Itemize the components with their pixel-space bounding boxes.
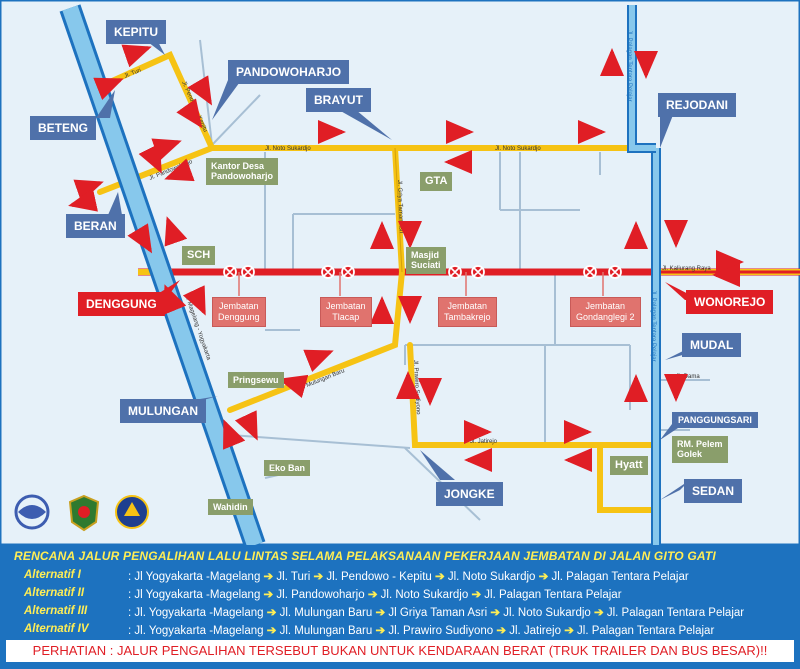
alternative-row: Alternatif IV : Jl. Yogyakarta -Magelang… [0,623,800,641]
direction-arrows [68,44,744,472]
label-panggungsari: PANGGUNGSARI [672,412,758,428]
alternative-route: : Jl. Yogyakarta -Magelang ➔ Jl. Mulunga… [128,625,715,637]
bridge-gondanglegi: Jembatan Gondanglegi 2 [570,297,641,327]
svg-text:Jl. Palagan Tentara Pelajar: Jl. Palagan Tentara Pelajar [626,30,632,102]
label-mudal: MUDAL [682,333,742,357]
svg-text:Jl. Palagan Tentara Pelajar: Jl. Palagan Tentara Pelajar [650,290,656,362]
label-beteng: BETENG [30,116,97,140]
svg-text:Jl. Noto Sukardjo: Jl. Noto Sukardjo [495,146,541,152]
alternative-route: : Jl. Yogyakarta -Magelang ➔ Jl. Mulunga… [128,607,745,619]
label-pandowoharjo: PANDOWOHARJO [228,60,350,84]
landmark-pringsewu: Pringsewu [228,372,284,389]
warning-banner: PERHATIAN : JALUR PENGALIHAN TERSEBUT BU… [6,640,794,662]
label-brayut: BRAYUT [306,88,371,112]
svg-text:Jl. Dama: Jl. Dama [676,374,700,380]
label-mulungan: MULUNGAN [120,399,206,423]
regency-seal [68,494,100,532]
alternative-row: Alternatif III : Jl. Yogyakarta -Magelan… [0,605,800,623]
bridge-tlacap: Jembatan Tlacap [320,297,372,327]
transport-logo [115,495,149,529]
route-map: Jl. Noto Sukardjo Jl. Noto Sukardjo Jl. … [0,0,800,545]
label-sedan: SEDAN [684,479,743,503]
landmark-masjid: Masjid Suciati [406,247,446,274]
svg-text:Jl. Kaliurang Raya: Jl. Kaliurang Raya [662,266,711,272]
svg-text:Jl. Noto Sukardjo: Jl. Noto Sukardjo [265,146,311,152]
landmark-eko-ban: Eko Ban [264,460,311,477]
alternative-route: : Jl Yogyakarta -Magelang ➔ Jl. Turi ➔ J… [128,571,689,583]
legend-title: RENCANA JALUR PENGALIHAN LALU LINTAS SEL… [14,549,716,563]
label-beran: BERAN [66,214,125,238]
ministry-logo [14,494,50,530]
landmark-kantor-desa: Kantor Desa Pandowoharjo [206,158,279,185]
bridge-tambakrejo: Jembatan Tambakrejo [438,297,497,327]
alternative-name: Alternatif III [24,605,88,617]
landmark-wahidin: Wahidin [208,499,253,516]
landmark-hyatt: Hyatt [610,456,648,475]
alternative-name: Alternatif II [24,587,85,599]
bridge-denggung: Jembatan Denggung [212,297,266,327]
label-wonorejo: WONOREJO [686,290,774,314]
alternative-name: Alternatif I [24,569,81,581]
alternative-row: Alternatif I : Jl Yogyakarta -Magelang ➔… [0,569,800,587]
label-jongke: JONGKE [436,482,503,506]
label-rejodani: REJODANI [658,93,737,117]
landmark-sch: SCH [182,246,216,265]
svg-text:Jl. Griya Taman Asri: Jl. Griya Taman Asri [396,180,404,233]
label-denggung: DENGGUNG [78,292,165,316]
alternative-route: : Jl Yogyakarta -Magelang ➔ Jl. Pandowoh… [128,589,622,601]
alternative-row: Alternatif II : Jl Yogyakarta -Magelang … [0,587,800,605]
svg-text:Jl. Jatirejo: Jl. Jatirejo [470,439,498,445]
landmark-gta: GTA [420,172,453,191]
alternative-name: Alternatif IV [24,623,89,635]
label-kepitu: KEPITU [106,20,167,44]
landmark-rm-pelem: RM. Pelem Golek [672,436,728,463]
